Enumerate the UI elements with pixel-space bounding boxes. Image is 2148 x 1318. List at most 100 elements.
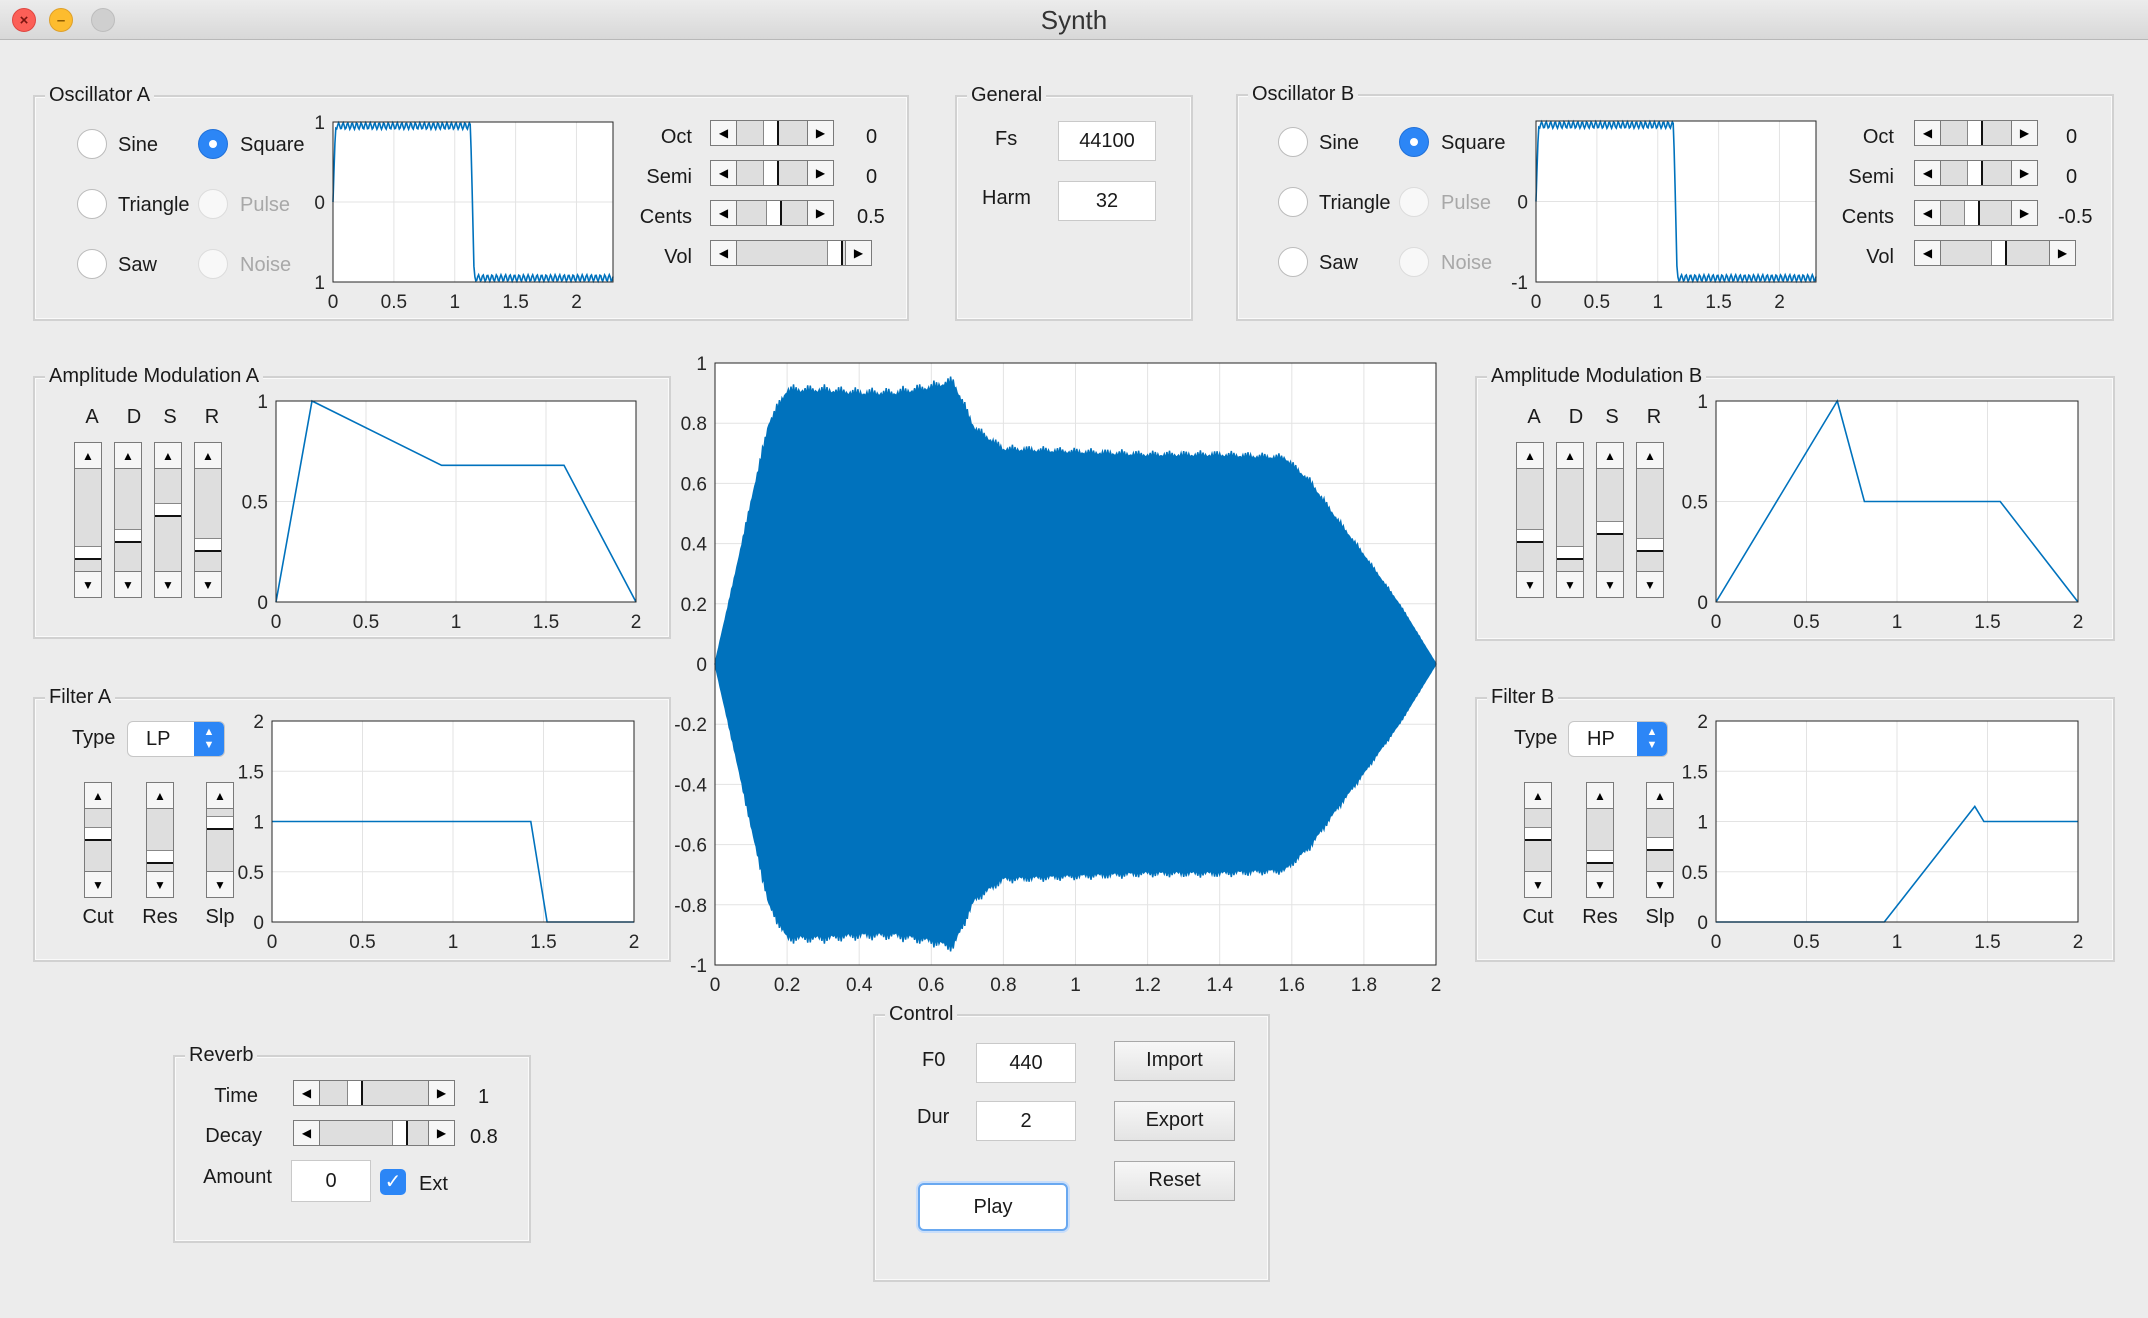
oscillator-b-title: Oscillator B xyxy=(1248,82,1359,106)
play-button[interactable]: Play xyxy=(918,1183,1068,1231)
osc-a-oct-slider[interactable]: ◀ ▶ xyxy=(710,120,834,146)
osc-a-square-radio[interactable] xyxy=(198,129,228,159)
osc-a-saw-radio[interactable] xyxy=(77,249,107,279)
amp-b-release-slider[interactable]: ▲ ▼ xyxy=(1636,442,1664,598)
filter-a-slope-slider[interactable]: ▲ ▼ xyxy=(206,782,234,898)
x-tick-label: 1.5 xyxy=(530,932,556,953)
reverb-time-slider[interactable]: ◀ ▶ xyxy=(293,1080,455,1106)
filter-b-res-slider[interactable]: ▲ ▼ xyxy=(1586,782,1614,898)
amp-a-sustain-label: S xyxy=(163,406,177,428)
reverb-decay-value: 0.8 xyxy=(470,1126,498,1148)
window-title: Synth xyxy=(1040,5,1108,35)
export-button[interactable]: Export xyxy=(1114,1101,1235,1141)
amp-a-decay-slider[interactable]: ▲ ▼ xyxy=(114,442,142,598)
y-tick-label: 0.5 xyxy=(238,863,264,884)
filter-a-slope-label: Slp xyxy=(205,906,235,928)
amp-b-release-label: R xyxy=(1646,406,1662,428)
amp-a-sustain-slider[interactable]: ▲ ▼ xyxy=(154,442,182,598)
filter-a-type-select[interactable]: LP ▲ ▼ xyxy=(127,721,225,757)
x-tick-label: 1.6 xyxy=(1279,975,1305,996)
ext-checkbox[interactable]: ✓ xyxy=(380,1169,406,1195)
filter-a-cut-slider[interactable]: ▲ ▼ xyxy=(84,782,112,898)
dur-input[interactable]: 2 xyxy=(976,1101,1076,1141)
maximize-icon[interactable] xyxy=(91,8,115,32)
filter-b-type-select[interactable]: HP ▲ ▼ xyxy=(1568,721,1668,757)
osc-a-triangle-label: Triangle xyxy=(118,194,190,216)
general-title: General xyxy=(967,83,1047,107)
plot-frame xyxy=(1715,400,2079,603)
osc-b-oct-label: Oct xyxy=(1862,126,1894,148)
harm-input[interactable]: 32 xyxy=(1058,181,1156,221)
osc-b-noise-radio xyxy=(1399,247,1429,277)
osc-b-semi-slider[interactable]: ◀ ▶ xyxy=(1914,160,2038,186)
x-tick-label: 1.4 xyxy=(1206,975,1233,996)
reverb-amount-input[interactable]: 0 xyxy=(291,1160,371,1202)
osc-b-triangle-label: Triangle xyxy=(1319,192,1391,214)
y-tick-label: 0 xyxy=(1517,193,1528,214)
x-tick-label: 0.8 xyxy=(990,975,1016,996)
osc-b-square-radio[interactable] xyxy=(1399,127,1429,157)
osc-b-cents-slider[interactable]: ◀ ▶ xyxy=(1914,200,2038,226)
osc-a-cents-slider[interactable]: ◀ ▶ xyxy=(710,200,834,226)
amp-b-attack-slider[interactable]: ▲ ▼ xyxy=(1516,442,1544,598)
osc-a-vol-slider[interactable]: ◀ ▶ xyxy=(710,240,872,266)
ext-label: Ext xyxy=(419,1173,448,1195)
y-tick-label: -1 xyxy=(1511,273,1528,294)
close-icon[interactable]: × xyxy=(12,8,36,32)
chevron-updown-icon: ▲ ▼ xyxy=(1637,722,1667,756)
x-tick-label: 2 xyxy=(629,932,640,953)
y-tick-label: -0.2 xyxy=(674,715,707,736)
fs-input[interactable]: 44100 xyxy=(1058,121,1156,161)
series-line xyxy=(332,120,614,284)
y-tick-label: 0.5 xyxy=(1682,493,1708,514)
osc-b-vol-slider[interactable]: ◀ ▶ xyxy=(1914,240,2076,266)
osc-a-semi-slider[interactable]: ◀ ▶ xyxy=(710,160,834,186)
minimize-icon[interactable]: – xyxy=(49,8,73,32)
filter-b-type-value: HP xyxy=(1587,728,1615,750)
osc-b-waveform-plot: 0 0.5 1 1.5 2-10 xyxy=(1511,119,1817,313)
osc-a-cents-value: 0.5 xyxy=(857,206,885,228)
filter-a-res-slider[interactable]: ▲ ▼ xyxy=(146,782,174,898)
oscillator-b-panel: Oscillator B xyxy=(1236,82,2114,321)
x-tick-label: 0.5 xyxy=(349,932,375,953)
reverb-decay-slider[interactable]: ◀ ▶ xyxy=(293,1120,455,1146)
filter-b-cut-slider[interactable]: ▲ ▼ xyxy=(1524,782,1552,898)
x-tick-label: 0.5 xyxy=(1793,932,1819,953)
osc-b-triangle-radio[interactable] xyxy=(1278,187,1308,217)
f0-label: F0 xyxy=(922,1049,946,1071)
amp-b-sustain-slider[interactable]: ▲ ▼ xyxy=(1596,442,1624,598)
reverb-time-value: 1 xyxy=(478,1086,490,1108)
osc-a-sine-radio[interactable] xyxy=(77,129,107,159)
amp-a-release-slider[interactable]: ▲ ▼ xyxy=(194,442,222,598)
filter-b-response-plot: 0 0.5 1 1.5 2 0 0.5 1 1.5 2 xyxy=(1682,712,2084,953)
amp-b-decay-slider[interactable]: ▲ ▼ xyxy=(1556,442,1584,598)
amp-a-attack-slider[interactable]: ▲ ▼ xyxy=(74,442,102,598)
osc-b-oct-slider[interactable]: ◀ ▶ xyxy=(1914,120,2038,146)
osc-b-cents-value: -0.5 xyxy=(2058,206,2093,228)
osc-b-sine-radio[interactable] xyxy=(1278,127,1308,157)
filter-b-slope-slider[interactable]: ▲ ▼ xyxy=(1646,782,1674,898)
f0-input[interactable]: 440 xyxy=(976,1043,1076,1083)
osc-a-oct-value: 0 xyxy=(866,126,878,148)
reset-button[interactable]: Reset xyxy=(1114,1161,1235,1201)
osc-b-saw-radio[interactable] xyxy=(1278,247,1308,277)
x-tick-label: 1.8 xyxy=(1351,975,1377,996)
series-line xyxy=(1535,119,1817,284)
y-tick-label: 1 xyxy=(314,113,325,134)
x-tick-label: 1.5 xyxy=(1705,292,1731,313)
osc-a-triangle-radio[interactable] xyxy=(77,189,107,219)
x-tick-label: 1 xyxy=(448,932,459,953)
x-tick-label: 0.5 xyxy=(381,292,407,313)
x-tick-label: 2 xyxy=(1431,975,1442,996)
osc-b-oct-value: 0 xyxy=(2066,126,2078,148)
filter-a-title: Filter A xyxy=(45,685,116,709)
dur-label: Dur xyxy=(917,1106,950,1128)
filter-b-panel: Filter B xyxy=(1475,685,2115,962)
osc-b-noise-label: Noise xyxy=(1441,252,1493,274)
import-button[interactable]: Import xyxy=(1114,1041,1235,1081)
osc-a-pulse-label: Pulse xyxy=(240,194,291,216)
x-tick-label: 1 xyxy=(1070,975,1081,996)
reverb-panel: Reverb xyxy=(173,1043,531,1243)
y-tick-label: 0 xyxy=(253,913,264,934)
